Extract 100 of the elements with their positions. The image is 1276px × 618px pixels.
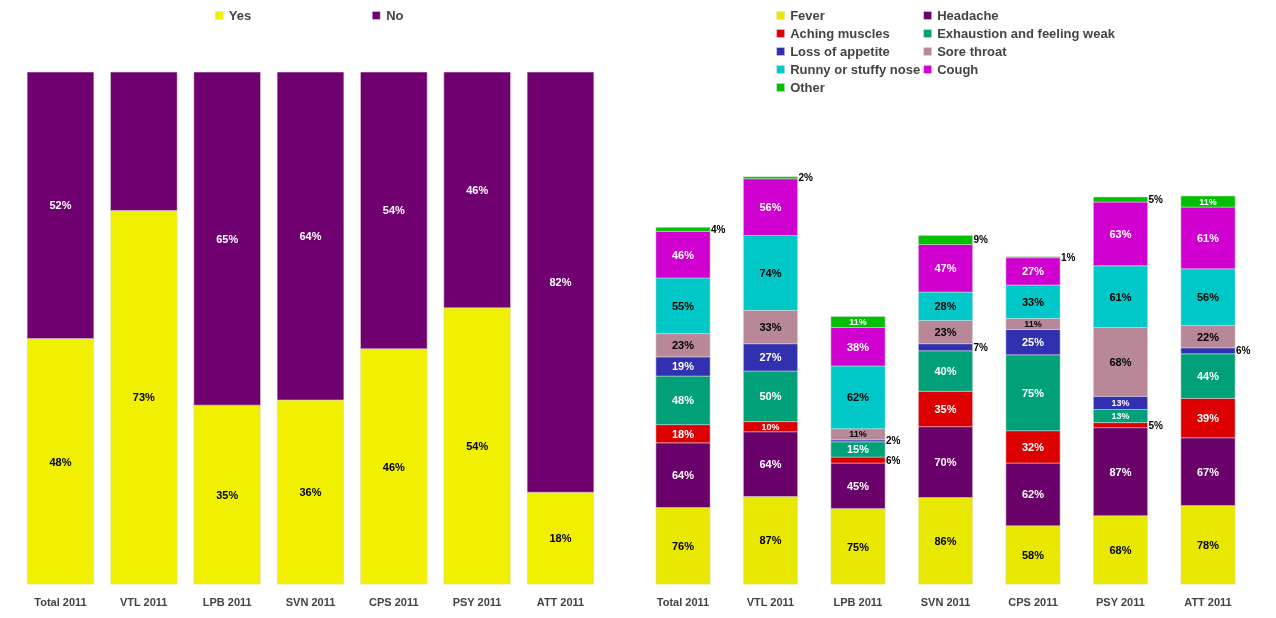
data-label: 35% (934, 402, 957, 415)
x-tick-label: PSY 2011 (1096, 595, 1145, 608)
data-label: 11% (1024, 318, 1042, 329)
data-label: 62% (1021, 488, 1045, 501)
x-tick-label: LPB 2011 (833, 595, 883, 608)
legend-label: Loss of appetite (790, 43, 890, 59)
data-label: 50% (759, 390, 782, 403)
data-label: 4% (711, 223, 726, 235)
x-tick-label: VTL 2011 (746, 595, 795, 608)
data-label: 38% (846, 340, 870, 353)
data-label: 1% (1061, 251, 1076, 263)
legend-label: Runny or stuffy nose (790, 61, 921, 77)
data-label: 54% (382, 204, 406, 217)
x-tick-label: LPB 2011 (202, 595, 252, 608)
data-label: 10% (761, 421, 780, 432)
data-label: 39% (1196, 412, 1220, 425)
data-label: 13% (1111, 397, 1130, 408)
data-label: 36% (299, 486, 322, 499)
x-tick-label: CPS 2011 (369, 595, 419, 608)
data-label: 35% (216, 488, 239, 501)
data-label: 70% (934, 456, 957, 469)
data-label: 48% (49, 455, 72, 468)
legend-label: Yes (228, 7, 252, 23)
x-tick-label: CPS 2011 (1008, 595, 1058, 608)
data-label: 65% (216, 232, 239, 245)
x-tick-label: PSY 2011 (452, 595, 502, 608)
data-label: 78% (1196, 539, 1220, 552)
x-tick-label: SVN 2011 (920, 595, 971, 608)
data-label: 6% (1236, 345, 1251, 357)
legend-label: Exhaustion and feeling weak (937, 25, 1115, 41)
data-label: 74% (759, 266, 782, 279)
data-label: 27% (759, 351, 782, 364)
data-label: 61% (1196, 231, 1220, 244)
data-label: 5% (1148, 194, 1164, 206)
data-label: 2% (886, 435, 901, 447)
data-label: 11% (849, 429, 867, 440)
data-label: 23% (934, 326, 957, 339)
data-label: 62% (846, 391, 870, 404)
legend-label: Headache (937, 7, 999, 23)
data-label: 64% (299, 230, 322, 243)
legend-label: Aching muscles (790, 25, 890, 41)
data-label: 46% (382, 460, 406, 473)
data-label: 64% (759, 458, 782, 471)
data-label: 46% (671, 248, 695, 261)
legend-label: Other (790, 79, 825, 95)
data-label: 5% (1148, 419, 1164, 431)
x-tick-label: Total 2011 (656, 595, 710, 608)
data-label: 47% (934, 262, 957, 275)
data-label: 9% (973, 234, 989, 246)
data-label: 68% (1109, 355, 1132, 368)
data-label: 13% (1111, 411, 1130, 422)
data-label: 67% (1196, 465, 1220, 478)
data-label: 6% (886, 454, 901, 466)
data-label: 40% (934, 365, 957, 378)
data-label: 52% (49, 199, 72, 212)
data-label: 46% (466, 183, 489, 196)
data-label: 68% (1109, 544, 1132, 557)
data-label: 87% (1109, 465, 1132, 478)
data-label: 19% (671, 360, 695, 373)
data-label: 33% (759, 321, 782, 333)
x-tick-label: SVN 2011 (285, 595, 336, 608)
data-label: 82% (549, 276, 572, 289)
data-label: 76% (671, 540, 695, 553)
data-label: 15% (846, 443, 870, 456)
data-label: 86% (934, 534, 957, 547)
data-label: 18% (549, 532, 572, 545)
data-label: 2% (798, 172, 814, 184)
x-tick-label: Total 2011 (34, 595, 87, 608)
data-label: 56% (759, 201, 782, 214)
data-label: 63% (1109, 227, 1132, 240)
x-tick-label: ATT 2011 (1184, 595, 1232, 608)
data-label: 33% (1021, 295, 1045, 308)
data-label: 75% (1021, 386, 1045, 399)
x-tick-label: ATT 2011 (536, 595, 585, 608)
legend-label: Sore throat (937, 43, 1007, 59)
data-label: 7% (973, 341, 989, 353)
data-label: 55% (671, 299, 695, 312)
data-label: 73% (132, 391, 156, 404)
data-label: 27% (1021, 265, 1045, 278)
data-label: 11% (1199, 196, 1217, 207)
data-label: 45% (846, 479, 870, 492)
data-label: 54% (466, 440, 489, 453)
legend-label: No (386, 7, 405, 23)
data-label: 56% (1196, 291, 1220, 304)
data-label: 18% (671, 427, 695, 440)
legend-label: Fever (790, 7, 825, 23)
legend-label: Cough (937, 61, 979, 77)
data-label: 75% (846, 540, 870, 553)
data-label: 32% (1021, 440, 1045, 453)
data-label: 58% (1021, 549, 1045, 562)
data-label: 61% (1109, 290, 1132, 303)
data-label: 22% (1196, 330, 1220, 343)
data-label: 28% (934, 300, 957, 313)
x-tick-label: VTL 2011 (119, 595, 168, 608)
data-label: 87% (759, 534, 782, 547)
data-label: 25% (1021, 336, 1045, 349)
data-label: 23% (671, 339, 695, 352)
data-label: 64% (671, 469, 695, 482)
data-label: 11% (849, 316, 867, 327)
data-label: 48% (671, 394, 695, 407)
